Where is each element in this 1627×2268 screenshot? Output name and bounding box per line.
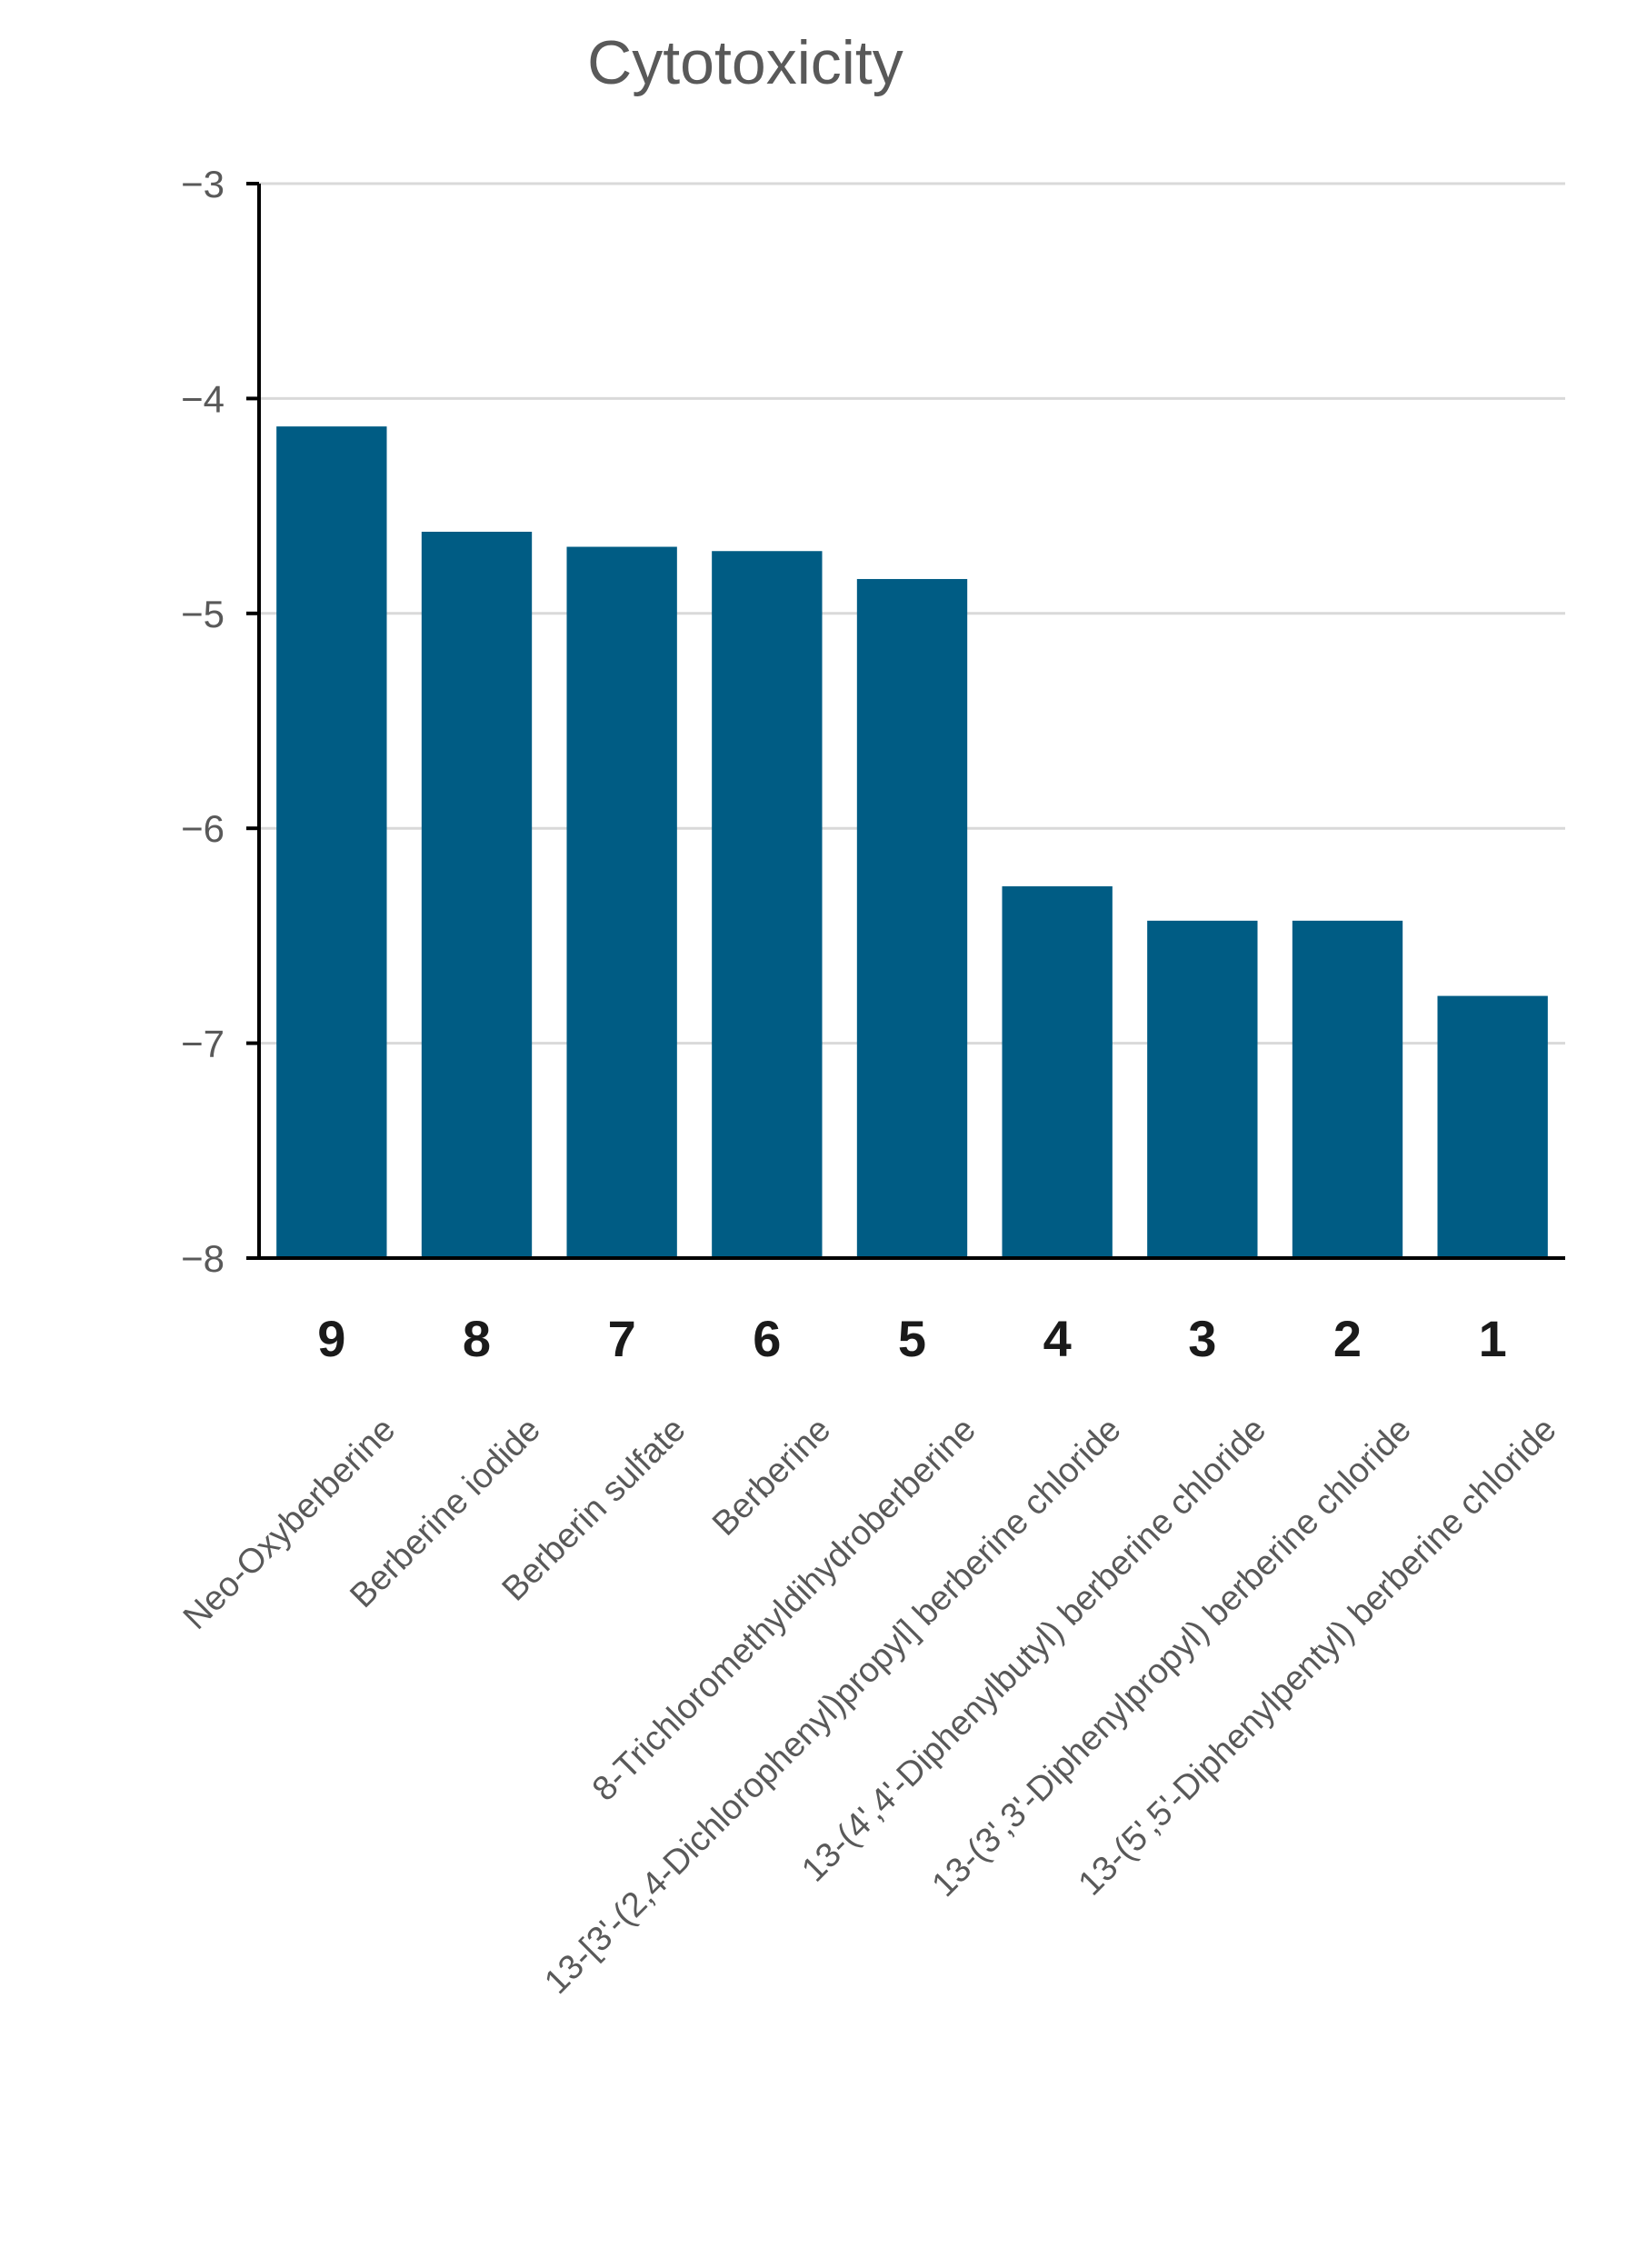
- bar: [1002, 886, 1113, 1258]
- compound-number-labels: 9 8 7 6 5 4 3 2 1: [317, 1310, 1506, 1367]
- compound-number-label: 3: [1188, 1310, 1216, 1367]
- compound-number-label: 8: [463, 1310, 491, 1367]
- y-tick-label: −7: [181, 1023, 225, 1065]
- bar: [856, 578, 968, 1258]
- y-tick-label: −5: [181, 593, 225, 635]
- y-tick-labels: −3 −4 −5 −6 −7 −8: [181, 163, 259, 1280]
- bar: [566, 546, 677, 1258]
- y-tick-label: −3: [181, 163, 225, 205]
- bar: [1437, 995, 1548, 1258]
- compound-number-label: 5: [898, 1310, 926, 1367]
- bar: [1147, 920, 1258, 1258]
- compound-number-label: 4: [1043, 1310, 1072, 1367]
- bar: [276, 426, 387, 1259]
- y-tick-label: −6: [181, 807, 225, 850]
- compound-number-label: 7: [608, 1310, 636, 1367]
- bars: [276, 426, 1548, 1259]
- y-tick-label: −4: [181, 377, 225, 420]
- bar: [1292, 920, 1403, 1258]
- compound-name-label: Berberine: [705, 1411, 838, 1544]
- compound-number-label: 9: [317, 1310, 345, 1367]
- compound-number-label: 6: [753, 1310, 781, 1367]
- bar: [712, 551, 823, 1258]
- compound-number-label: 2: [1333, 1310, 1362, 1367]
- compound-number-label: 1: [1479, 1310, 1507, 1367]
- chart-title: Cytotoxicity: [587, 28, 903, 97]
- bar: [421, 531, 533, 1258]
- axes: [246, 184, 1565, 1260]
- y-tick-label: −8: [181, 1237, 225, 1280]
